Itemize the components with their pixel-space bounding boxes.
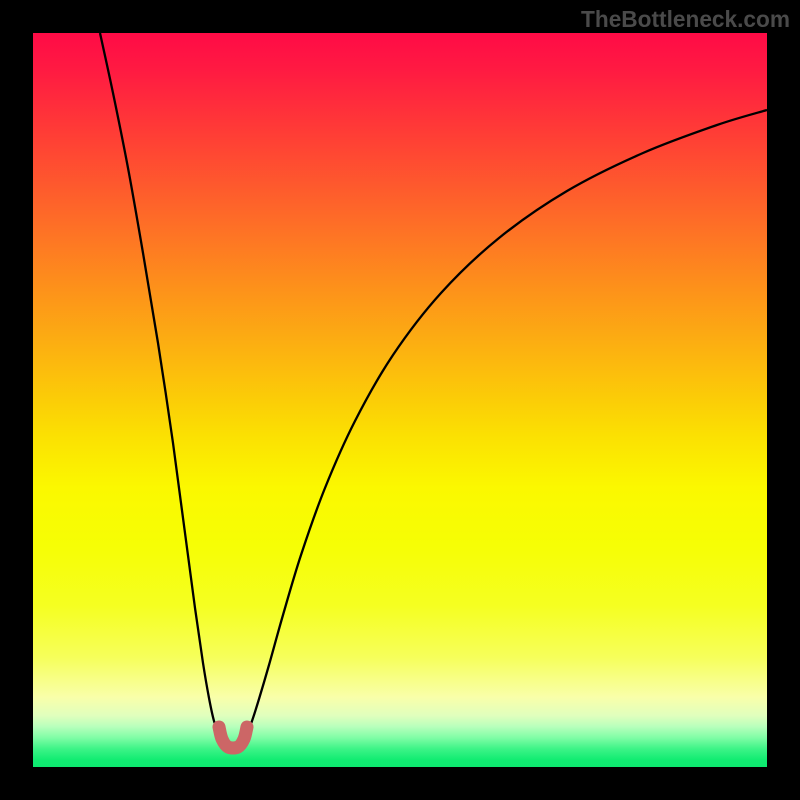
curve-right-branch xyxy=(247,110,767,734)
plot-area xyxy=(33,33,767,767)
dip-marker xyxy=(219,727,247,748)
watermark-text: TheBottleneck.com xyxy=(581,6,790,33)
bottleneck-curve-svg xyxy=(33,33,767,767)
curve-left-branch xyxy=(100,33,219,734)
